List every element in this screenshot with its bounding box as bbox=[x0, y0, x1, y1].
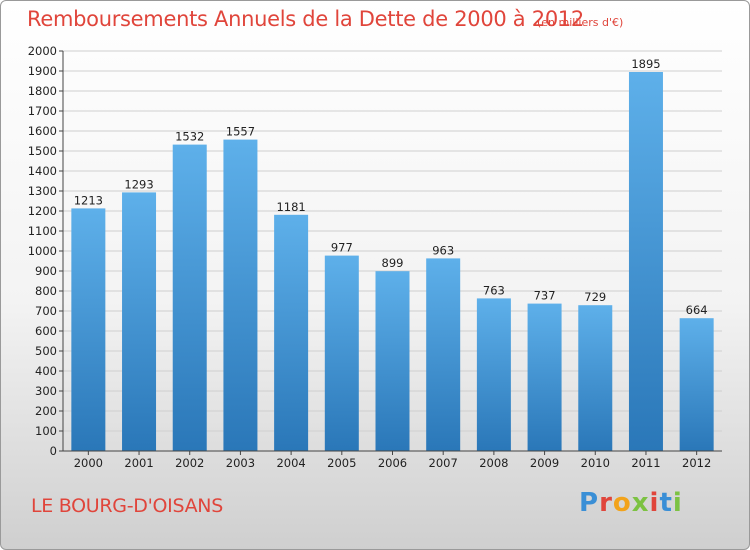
y-tick-label: 1000 bbox=[28, 244, 57, 258]
x-tick-label-2007: 2007 bbox=[429, 456, 458, 470]
chart-title: Remboursements Annuels de la Dette de 20… bbox=[27, 7, 584, 31]
data-label-2001: 1293 bbox=[124, 177, 153, 191]
y-tick-label: 1500 bbox=[28, 144, 57, 158]
data-label-2000: 1213 bbox=[74, 193, 103, 207]
y-tick-label: 1600 bbox=[28, 124, 57, 138]
data-label-2012: 664 bbox=[686, 303, 708, 317]
x-tick-label-2002: 2002 bbox=[175, 456, 204, 470]
data-label-2007: 963 bbox=[432, 243, 454, 257]
x-tick-label-2010: 2010 bbox=[581, 456, 610, 470]
x-tick-label-2011: 2011 bbox=[631, 456, 660, 470]
y-tick-label: 1400 bbox=[28, 164, 57, 178]
y-tick-label: 2000 bbox=[28, 44, 57, 58]
x-axis-ticks: 2000 2001 2002 2003 2004 2005 2006 2007 2008 2009… bbox=[74, 451, 711, 470]
x-tick-label-2012: 2012 bbox=[682, 456, 711, 470]
y-tick-label: 1700 bbox=[28, 104, 57, 118]
y-tick-label: 800 bbox=[35, 284, 57, 298]
x-tick-label-2008: 2008 bbox=[479, 456, 508, 470]
logo-letter: P bbox=[579, 488, 600, 518]
proxiti-logo: Proxiti bbox=[579, 488, 683, 518]
bar-2009 bbox=[527, 303, 562, 451]
data-label-2006: 899 bbox=[382, 256, 404, 270]
data-label-2004: 1181 bbox=[276, 200, 305, 214]
bar-2006 bbox=[375, 271, 410, 451]
y-tick-label: 600 bbox=[35, 324, 57, 338]
y-tick-label: 200 bbox=[35, 404, 57, 418]
x-tick-label-2001: 2001 bbox=[124, 456, 153, 470]
x-tick-label-2006: 2006 bbox=[378, 456, 407, 470]
logo-letter: r bbox=[599, 488, 613, 518]
city-name: LE BOURG-D'OISANS bbox=[31, 495, 223, 517]
x-tick-label-2005: 2005 bbox=[327, 456, 356, 470]
data-label-2003: 1557 bbox=[226, 125, 255, 139]
bar-2000 bbox=[71, 208, 106, 451]
logo-letter: x bbox=[631, 488, 650, 518]
data-label-2009: 737 bbox=[534, 289, 556, 303]
y-tick-label: 1100 bbox=[28, 224, 57, 238]
y-tick-label: 0 bbox=[50, 444, 57, 458]
bar-2011 bbox=[628, 72, 663, 451]
y-tick-label: 1200 bbox=[28, 204, 57, 218]
bar-2003 bbox=[223, 139, 258, 451]
data-labels: 1213 1293 1532 1557 1181 977 899 963 763 737 729 18… bbox=[74, 57, 708, 317]
y-tick-label: 400 bbox=[35, 364, 57, 378]
y-tick-label: 1900 bbox=[28, 64, 57, 78]
y-tick-label: 1300 bbox=[28, 184, 57, 198]
bar-2007 bbox=[426, 258, 461, 451]
data-label-2011: 1895 bbox=[631, 57, 660, 71]
bar-2001 bbox=[122, 192, 157, 451]
x-tick-label-2000: 2000 bbox=[74, 456, 103, 470]
logo-letter: i bbox=[649, 488, 660, 518]
data-label-2002: 1532 bbox=[175, 130, 204, 144]
data-label-2010: 729 bbox=[584, 290, 606, 304]
y-axis-ticks: 0 100 200 300 400 500 600 700 800 900 1000 1100 1200… bbox=[28, 44, 63, 458]
bar-2012 bbox=[679, 318, 714, 451]
y-tick-label: 300 bbox=[35, 384, 57, 398]
data-label-2005: 977 bbox=[331, 241, 353, 255]
y-tick-label: 700 bbox=[35, 304, 57, 318]
axes bbox=[62, 51, 722, 452]
y-tick-label: 1800 bbox=[28, 84, 57, 98]
bars bbox=[71, 72, 714, 451]
x-tick-label-2003: 2003 bbox=[226, 456, 255, 470]
y-tick-label: 100 bbox=[35, 424, 57, 438]
x-tick-label-2004: 2004 bbox=[276, 456, 305, 470]
bar-2004 bbox=[274, 214, 309, 451]
x-tick-label-2009: 2009 bbox=[530, 456, 559, 470]
bar-2002 bbox=[172, 144, 207, 451]
y-tick-label: 900 bbox=[35, 264, 57, 278]
logo-letter: o bbox=[612, 488, 632, 518]
chart-unit: (en milliers d'€) bbox=[537, 16, 624, 29]
logo-letter: t bbox=[659, 488, 673, 518]
data-label-2008: 763 bbox=[483, 283, 505, 297]
bar-2008 bbox=[476, 298, 511, 451]
bar-2010 bbox=[578, 305, 613, 451]
y-tick-label: 500 bbox=[35, 344, 57, 358]
logo-letter: i bbox=[672, 488, 683, 518]
bar-2005 bbox=[324, 255, 359, 451]
